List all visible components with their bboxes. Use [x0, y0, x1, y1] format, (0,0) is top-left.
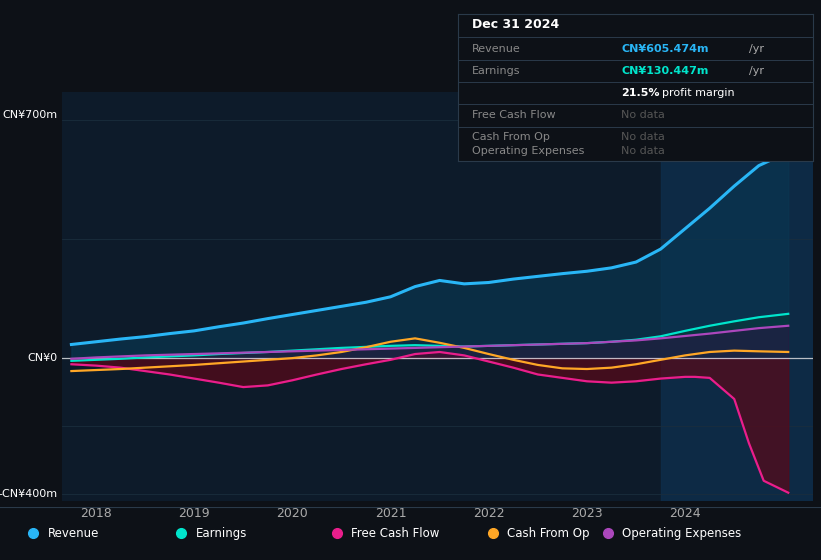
Text: No data: No data	[621, 146, 665, 156]
Text: Operating Expenses: Operating Expenses	[472, 146, 585, 156]
Text: Earnings: Earnings	[195, 527, 247, 540]
Text: Operating Expenses: Operating Expenses	[622, 527, 741, 540]
Text: Dec 31 2024: Dec 31 2024	[472, 18, 560, 31]
Bar	[661, 92, 813, 501]
Text: Earnings: Earnings	[472, 66, 521, 76]
Text: Revenue: Revenue	[472, 44, 521, 54]
Text: No data: No data	[621, 110, 665, 120]
Text: No data: No data	[621, 132, 665, 142]
Text: /yr: /yr	[749, 44, 764, 54]
Text: Cash From Op: Cash From Op	[507, 527, 589, 540]
Text: -CN¥400m: -CN¥400m	[0, 489, 57, 500]
Text: /yr: /yr	[749, 66, 764, 76]
Text: Free Cash Flow: Free Cash Flow	[472, 110, 556, 120]
Text: CN¥700m: CN¥700m	[2, 110, 57, 120]
Text: CN¥605.474m: CN¥605.474m	[621, 44, 709, 54]
Text: 21.5%: 21.5%	[621, 88, 660, 98]
Text: CN¥130.447m: CN¥130.447m	[621, 66, 709, 76]
Text: profit margin: profit margin	[662, 88, 735, 98]
Text: CN¥0: CN¥0	[28, 353, 57, 363]
Text: Cash From Op: Cash From Op	[472, 132, 550, 142]
Text: Revenue: Revenue	[48, 527, 99, 540]
Text: Free Cash Flow: Free Cash Flow	[351, 527, 440, 540]
